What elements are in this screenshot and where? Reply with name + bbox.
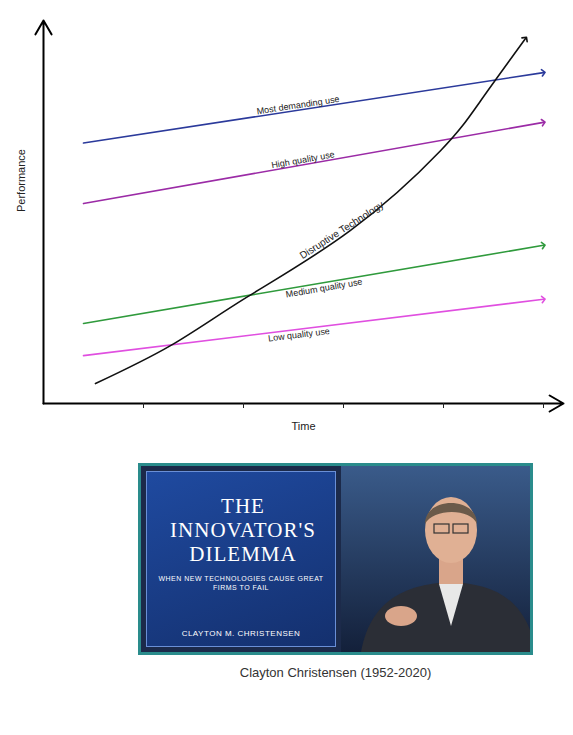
svg-text:High quality use: High quality use — [271, 149, 336, 170]
svg-text:Medium quality use: Medium quality use — [285, 277, 363, 300]
html-text:THE INNOVATOR'S DILEMMA: THE INNOVATOR'S DILEMMA — [170, 494, 316, 566]
svg-text:Disruptive Technology: Disruptive Technology — [298, 199, 386, 261]
svg-text:Performance: Performance — [15, 149, 27, 212]
svg-text:Low quality use: Low quality use — [268, 326, 331, 343]
html-text:CLAYTON M. CHRISTENSEN: CLAYTON M. CHRISTENSEN — [181, 629, 301, 638]
html-text:Clayton Christensen (1952-2020: Clayton Christensen (1952-2020) — [239, 665, 432, 680]
svg-text:Time: Time — [291, 420, 315, 432]
svg-text:Most demanding use: Most demanding use — [256, 94, 340, 117]
html-text:WHEN NEW TECHNOLOGIES CAUSE GR: WHEN NEW TECHNOLOGIES CAUSE GREAT FIRMS … — [158, 575, 324, 591]
